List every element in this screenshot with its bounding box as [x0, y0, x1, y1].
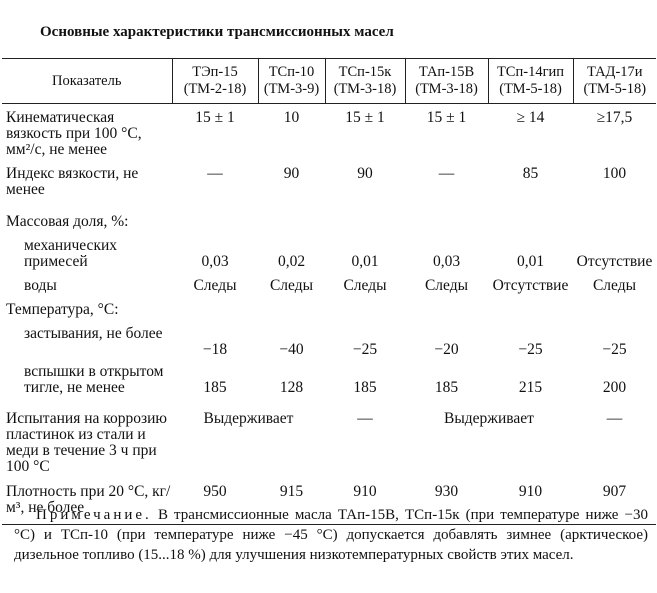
value-cell: 0,02: [277, 253, 306, 270]
header-name: ТАп-15В: [418, 64, 475, 80]
value-cell: 90: [283, 165, 300, 182]
value-cell: 0,01: [516, 253, 545, 270]
note-label: Примечание.: [36, 507, 152, 523]
table-row: воды Следы Следы Следы Следы Отсутствие Следы: [2, 272, 656, 296]
value-cell: —: [606, 410, 623, 427]
header-cell: ТСп-10 (ТМ-3-9): [257, 58, 325, 104]
value-cell: Следы: [269, 277, 314, 294]
value-cell: ≥17,5: [596, 109, 633, 126]
value-cell: 910: [488, 478, 573, 525]
header-name: ТСп-14гип: [496, 64, 565, 80]
header-name: ТЭп-15: [192, 64, 238, 80]
value-cell: 100: [602, 165, 627, 182]
value-cell: —: [207, 165, 223, 182]
value-cell: 128: [279, 379, 304, 396]
value-cell: 15 ± 1: [195, 109, 235, 126]
value-cell: −25: [518, 341, 543, 358]
note-text: В трансмиссионные масла ТАп-15В, ТСп-15к…: [14, 507, 649, 563]
header-cell: ТСп-14гип (ТМ-5-18): [487, 58, 573, 104]
header-spec: (ТМ-5-18): [499, 81, 562, 97]
title: Основные характеристики трансмиссионных …: [40, 24, 394, 40]
table-row: Кинематическая вязкость при 100 °С, мм²/…: [2, 104, 656, 161]
value-cell: Следы: [193, 277, 237, 294]
header-name: ТАД-17и: [586, 64, 643, 80]
value-cell: Отсутствие: [576, 253, 653, 270]
table-row: застывания, не более −18 −40 −25 −20 −25 −25: [2, 320, 656, 358]
value-cell: —: [357, 410, 373, 427]
value-cell: 185: [353, 379, 377, 396]
header-row: Показатель ТЭп-15 (ТМ-2-18) ТСп-10 (ТМ-3-9) Т…: [2, 58, 656, 104]
header-cell: ТЭп-15 (ТМ-2-18): [171, 58, 258, 104]
table-row: Испытания на коррозию пластинок из стали…: [2, 405, 656, 478]
row-label: Испытания на коррозию пластинок из стали…: [6, 410, 168, 475]
header-cell: ТСп-15к (ТМ-3-18): [324, 58, 405, 104]
header-spec: (ТМ-3-9): [263, 81, 320, 97]
header-name: Показатель: [52, 72, 122, 89]
header-cell: Показатель: [2, 58, 172, 104]
header-cell: ТАД-17и (ТМ-5-18): [572, 58, 656, 104]
row-label: Индекс вязкости, не менее: [6, 165, 139, 198]
table-row: вспышки в открытом тигле, не менее 185 128…: [2, 358, 656, 405]
value-cell: 0,03: [432, 253, 461, 270]
value-cell: —: [438, 165, 455, 182]
value-cell: 910: [325, 478, 405, 525]
empty-cell: [172, 208, 656, 232]
header-spec: (ТМ-5-18): [583, 81, 647, 97]
value-cell: 0,01: [351, 253, 379, 270]
table-row: Индекс вязкости, не менее — 90 90 — 85 100: [2, 160, 656, 208]
value-cell: 90: [357, 165, 373, 182]
header-cell: ТАп-15В (ТМ-3-18): [404, 58, 488, 104]
header-spec: (ТМ-2-18): [183, 81, 247, 97]
header-spec: (ТМ-3-18): [333, 81, 397, 97]
value-cell: 185: [434, 379, 459, 396]
value-cell: Выдерживает: [203, 410, 294, 427]
header-spec: (ТМ-3-18): [415, 81, 478, 97]
value-cell: 15 ± 1: [426, 109, 467, 126]
value-cell: −18: [202, 341, 228, 358]
table: Показатель ТЭп-15 (ТМ-2-18) ТСп-10 (ТМ-3-9) Т…: [2, 58, 656, 525]
table-row: механических примесей 0,03 0,02 0,01 0,03 0,0…: [2, 232, 656, 272]
table-row: Плотность при 20 °С, кг/м³, не более 950 9…: [2, 478, 656, 525]
table-row: Температура, °С:: [2, 296, 656, 320]
value-cell: 85: [522, 165, 539, 182]
row-label: Кинематическая вязкость при 100 °С, мм²/…: [6, 109, 142, 158]
value-cell: −20: [434, 341, 459, 358]
value-cell: Отсутствие: [492, 277, 569, 294]
value-cell: 215: [518, 379, 543, 396]
value-cell: Следы: [592, 277, 637, 294]
note: Примечание. В трансмиссионные масла ТАп-…: [14, 505, 648, 565]
value-cell: 907: [573, 478, 656, 525]
value-cell: Следы: [424, 277, 469, 294]
table-body: Кинематическая вязкость при 100 °С, мм²/…: [2, 104, 656, 525]
value-cell: −25: [352, 341, 378, 358]
value-cell: 15 ± 1: [345, 109, 385, 126]
value-cell: −40: [279, 341, 304, 358]
value-cell: 930: [405, 478, 488, 525]
value-cell: Следы: [343, 277, 387, 294]
row-label: механических примесей: [24, 237, 118, 270]
value-cell: 0,03: [201, 253, 229, 270]
value-cell: 950: [172, 478, 258, 525]
row-label: застывания, не более: [24, 325, 163, 342]
row-label: Массовая доля, %:: [6, 213, 129, 230]
row-label: Температура, °С:: [6, 301, 119, 318]
value-cell: −25: [602, 341, 627, 358]
value-cell: 185: [203, 379, 227, 396]
value-cell: 200: [602, 379, 627, 396]
value-cell: 10: [283, 109, 300, 126]
header-name: ТСп-15к: [338, 64, 392, 80]
row-label: вспышки в открытом тигле, не менее: [24, 363, 164, 396]
header-name: ТСп-10: [268, 64, 315, 80]
empty-cell: [172, 296, 656, 320]
value-cell: 915: [258, 478, 325, 525]
value-cell: ≥ 14: [516, 109, 545, 126]
value-cell: Выдерживает: [444, 410, 534, 427]
row-label: воды: [24, 277, 57, 294]
table-row: Массовая доля, %:: [2, 208, 656, 232]
row-label: Плотность при 20 °С, кг/м³, не более: [2, 478, 172, 525]
